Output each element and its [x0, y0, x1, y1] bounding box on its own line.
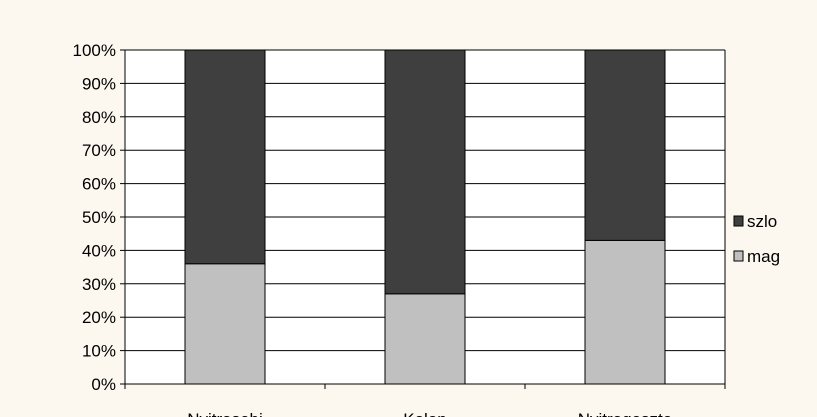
bars — [184, 49, 666, 385]
y-tick-label: 80% — [82, 108, 116, 127]
bar-szlo-3 — [584, 49, 666, 241]
x-tick-labels: Nyitrasebi Kolon Nyitrageszte — [187, 410, 672, 417]
y-tick-label: 10% — [82, 342, 116, 361]
bar-szlo-2 — [384, 49, 466, 295]
y-tick-label: 40% — [82, 241, 116, 260]
y-tick-label: 20% — [82, 308, 116, 327]
legend: szlo mag — [733, 212, 780, 266]
legend-swatch-szlo — [733, 215, 744, 227]
x-tick-label: Nyitrageszte — [578, 410, 672, 417]
bar-mag-3 — [584, 239, 666, 385]
y-tick-label: 70% — [82, 141, 116, 160]
axes — [120, 49, 726, 389]
y-tick-label: 50% — [82, 208, 116, 227]
x-tick-label: Nyitrasebi — [187, 410, 263, 417]
y-tick-label: 0% — [91, 375, 116, 394]
bar-mag-2 — [384, 293, 466, 385]
y-tick-label: 100% — [73, 41, 116, 60]
legend-label-szlo: szlo — [747, 212, 777, 231]
legend-swatch-mag — [733, 250, 744, 262]
bar-szlo-1 — [184, 49, 266, 265]
y-tick-labels: 0% 10% 20% 30% 40% 50% 60% 70% 80% 90% 100% — [73, 41, 116, 394]
y-tick-label: 30% — [82, 275, 116, 294]
legend-label-mag: mag — [747, 247, 780, 266]
x-tick-label: Kolon — [403, 410, 446, 417]
bar-mag-1 — [184, 263, 266, 385]
y-tick-label: 90% — [82, 74, 116, 93]
y-tick-label: 60% — [82, 175, 116, 194]
